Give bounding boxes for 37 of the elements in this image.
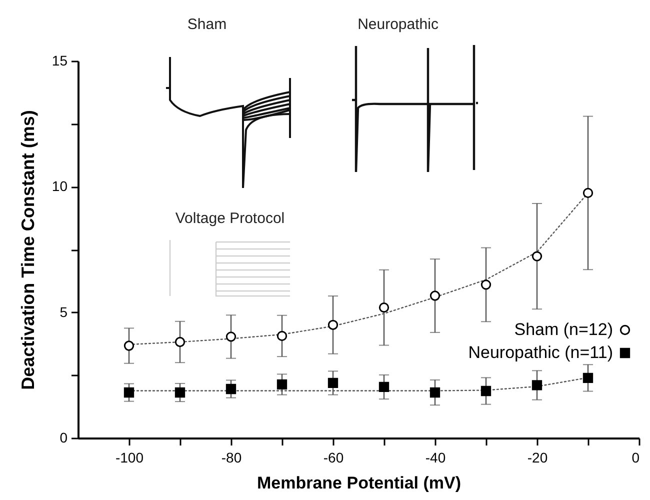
- x-tick-label: -100: [115, 450, 144, 466]
- x-axis-title: Membrane Potential (mV): [256, 474, 462, 492]
- y-axis-title: Deactivation Time Constant (ms): [18, 110, 38, 390]
- annotation: Voltage Protocol: [175, 210, 285, 227]
- point: [328, 320, 338, 330]
- text: Neuropathic: [358, 16, 439, 33]
- legend-label: Sham (n=12): [514, 320, 613, 339]
- point: [378, 382, 390, 392]
- point: [124, 387, 134, 398]
- point: [430, 387, 440, 398]
- point: [226, 384, 236, 394]
- point: [532, 251, 542, 262]
- x-tick-label: -40: [425, 450, 446, 466]
- legend-label: Neuropathic (n=11): [468, 343, 613, 362]
- x-tick-label: -60: [323, 450, 344, 466]
- point: [532, 380, 542, 390]
- point: [276, 330, 288, 342]
- point: [328, 378, 338, 388]
- point: [378, 302, 390, 313]
- y-tick-label: 5: [60, 304, 68, 320]
- x-tick-label: -20: [527, 450, 548, 466]
- point: [174, 387, 186, 398]
- y-tick-label: 0: [60, 430, 68, 446]
- point: [480, 386, 492, 396]
- point: [582, 372, 594, 384]
- point: [582, 188, 594, 198]
- y-tick-label: 15: [52, 52, 68, 68]
- x-tick-label: -80: [221, 450, 242, 466]
- point: [430, 290, 440, 301]
- y-tick-label: 10: [52, 178, 68, 194]
- point: [124, 340, 134, 351]
- point: [174, 336, 186, 348]
- point: [276, 379, 288, 390]
- text: Sham: [187, 16, 227, 33]
- point: [480, 280, 492, 290]
- point: [226, 332, 236, 342]
- x-tick-label: 0: [632, 450, 640, 466]
